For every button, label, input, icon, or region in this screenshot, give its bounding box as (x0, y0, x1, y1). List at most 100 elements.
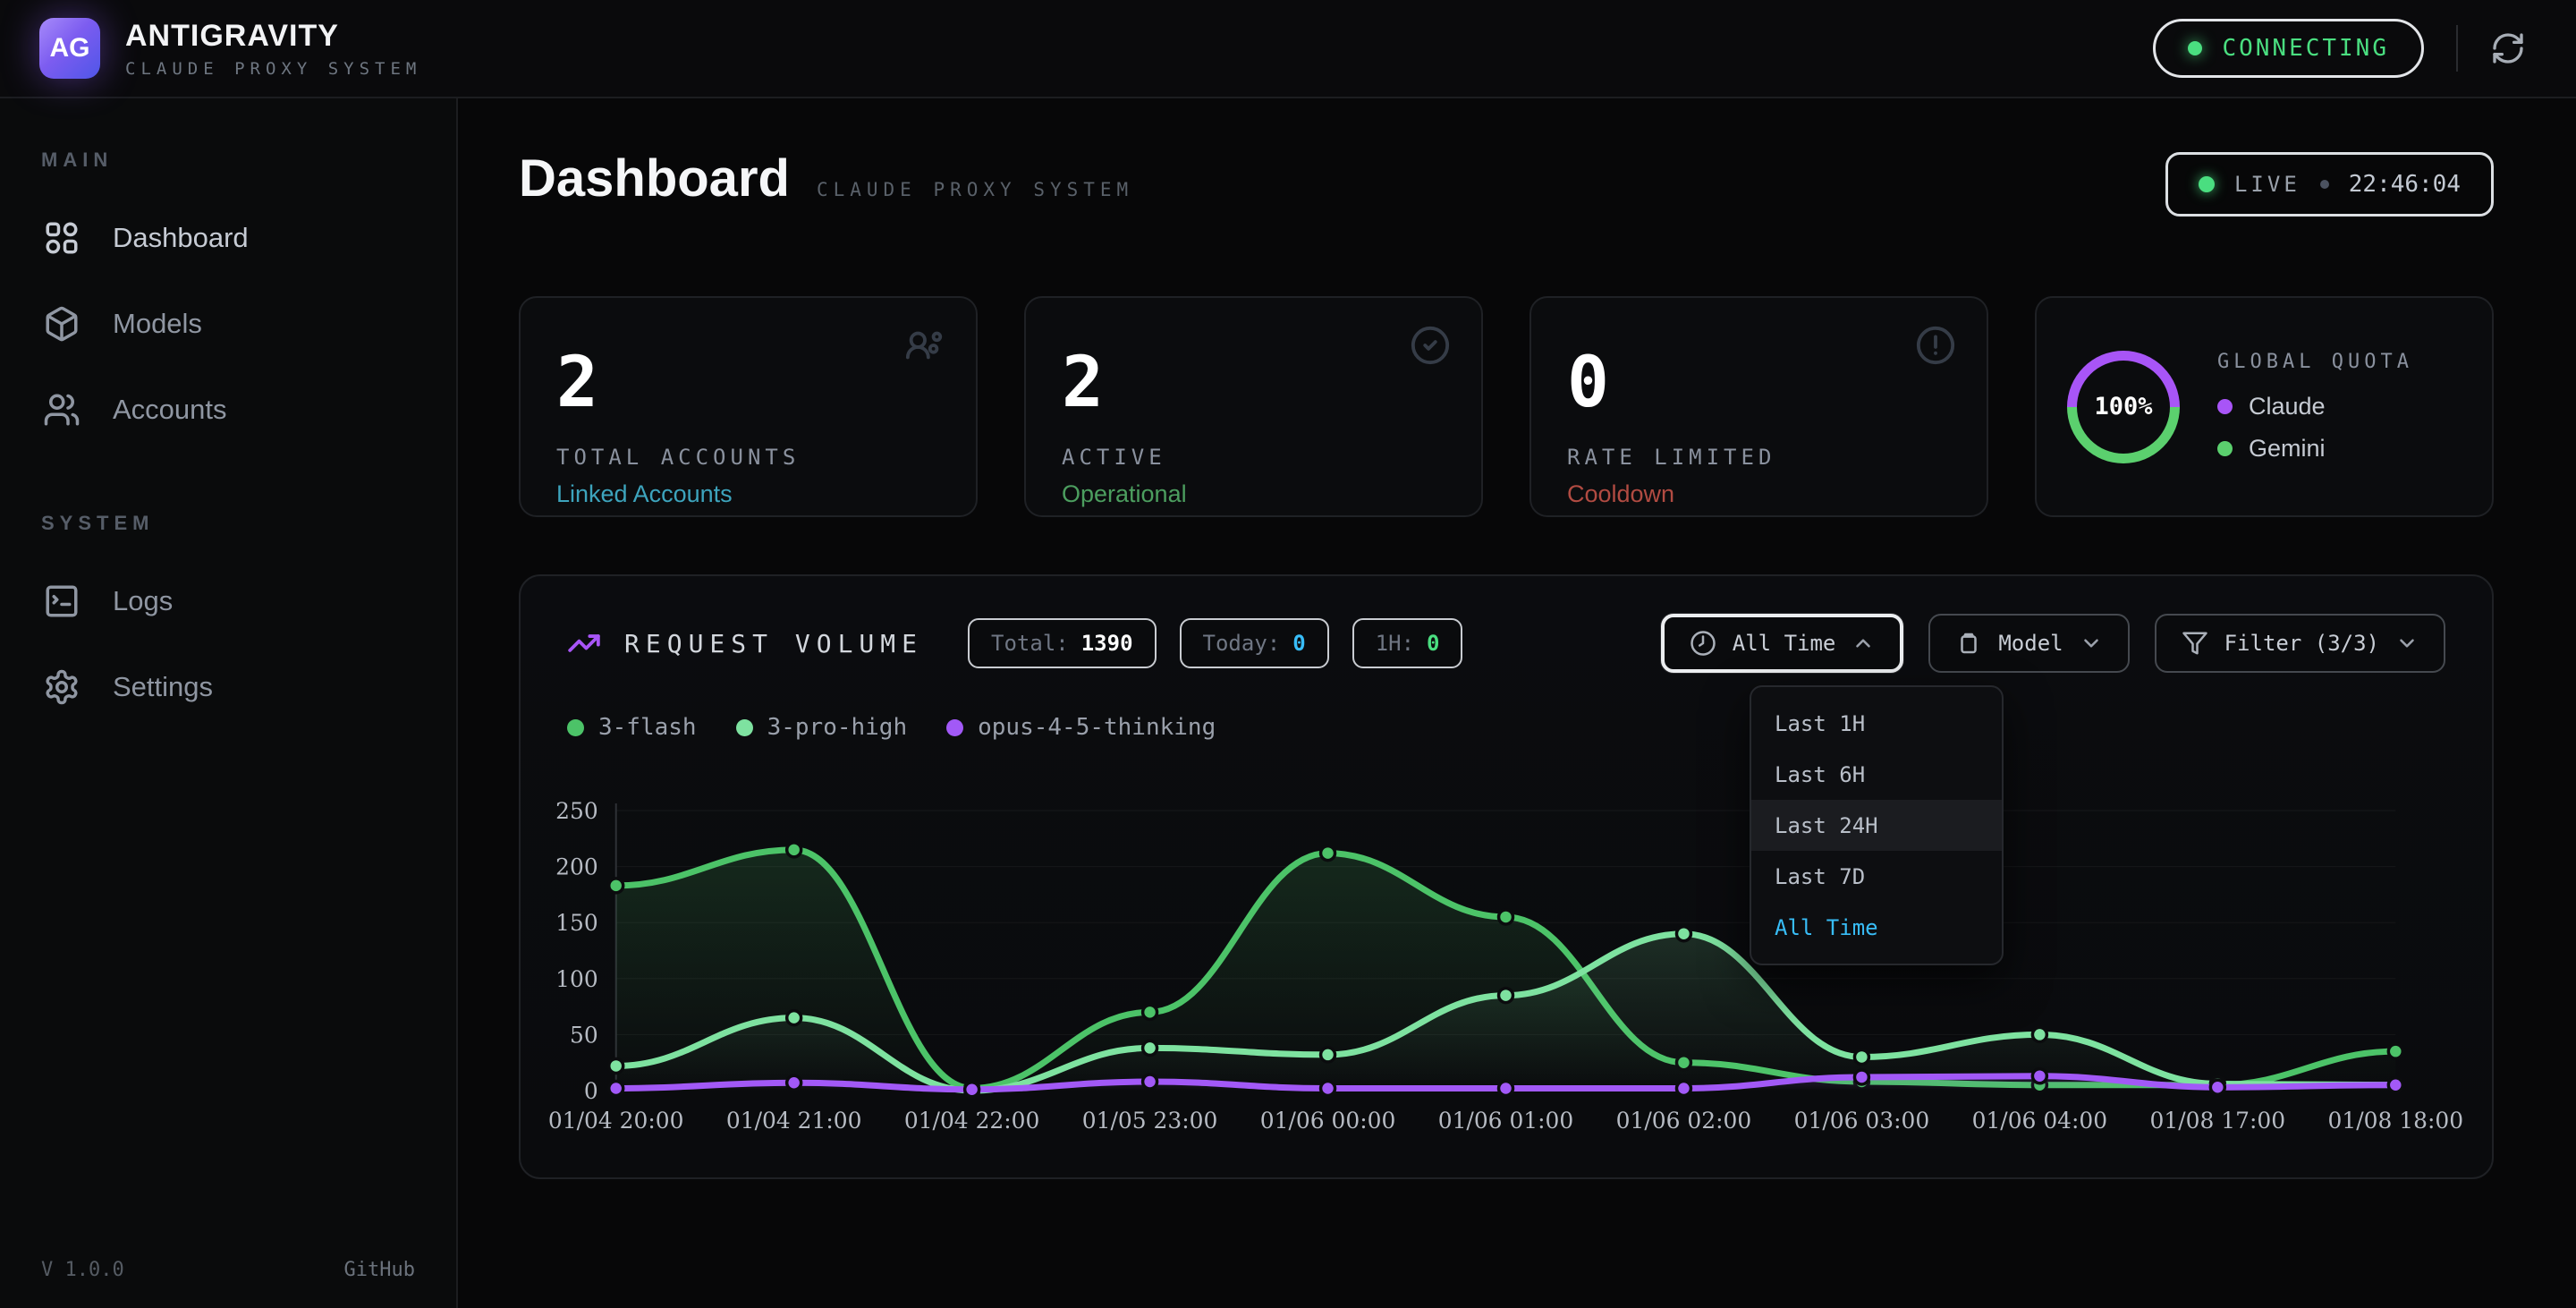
quota-percent: 100% (2094, 393, 2153, 420)
line-chart[interactable]: 0 50 100 150 200 250 01/04 20:00 01/04 21:00 01/… (521, 791, 2492, 1149)
data-point (784, 841, 803, 859)
live-badge: LIVE 22:46:04 (2165, 152, 2494, 217)
sidebar-item-accounts[interactable]: Accounts (0, 367, 456, 453)
time-range-menu: Last 1H Last 6H Last 24H Last 7D All Tim… (1750, 685, 2004, 965)
check-circle-icon (1411, 326, 1450, 365)
stat-sublabel: Linked Accounts (556, 480, 733, 507)
sidebar-item-logs[interactable]: Logs (0, 558, 456, 644)
x-tick-label: 01/06 03:00 (1794, 1108, 1930, 1134)
refresh-icon (2493, 33, 2523, 64)
sidebar-item-label: Models (113, 308, 202, 339)
data-point (2386, 1042, 2405, 1060)
claude-dot-icon (2217, 399, 2233, 414)
quota-legend-gemini: Gemini (2217, 435, 2413, 463)
cube-icon (46, 306, 78, 342)
chart-header: REQUEST VOLUME Total: 1390 Today: 0 1H: (567, 614, 2445, 673)
status-dot-icon (2188, 41, 2203, 55)
chart-title-group: REQUEST VOLUME Total: 1390 Today: 0 1H: (567, 618, 1463, 668)
brand: AG ANTIGRAVITY CLAUDE PROXY SYSTEM (39, 18, 421, 79)
legend-label: opus-4-5-thinking (978, 714, 1216, 741)
sidebar-item-label: Settings (113, 671, 214, 702)
gear-icon (46, 669, 78, 705)
quota-legend-label: Claude (2249, 393, 2326, 420)
menu-item-last-7d[interactable]: Last 7D (1775, 863, 1866, 889)
y-tick-label: 200 (555, 854, 598, 880)
x-tick-label: 01/05 23:00 (1082, 1108, 1218, 1134)
stat-label: TOTAL ACCOUNTS (556, 445, 801, 470)
data-point (1852, 1068, 1871, 1086)
quota-ring-chart: 100% (2067, 350, 2180, 463)
page-subtitle: CLAUDE PROXY SYSTEM (816, 179, 1134, 200)
page-header: Dashboard CLAUDE PROXY SYSTEM LIVE 22:46… (519, 149, 2494, 217)
stats-row: 2 TOTAL ACCOUNTS Linked Accounts 2 ACTIV… (519, 296, 2494, 517)
series-dot-icon (946, 718, 964, 736)
brand-text: ANTIGRAVITY CLAUDE PROXY SYSTEM (125, 19, 421, 79)
series-area (615, 933, 2396, 1091)
x-tick-label: 01/06 01:00 (1438, 1108, 1574, 1134)
data-point (1140, 1003, 1159, 1022)
model-filter-button[interactable]: Model (1928, 614, 2130, 673)
quota-legend-claude: Claude (2217, 393, 2413, 420)
time-range-button[interactable]: All Time (1660, 614, 1904, 673)
data-point (1496, 986, 1515, 1005)
stat-card-total-accounts: 2 TOTAL ACCOUNTS Linked Accounts (519, 296, 978, 517)
stat-sublabel: Cooldown (1567, 480, 1675, 507)
y-tick-label: 50 (570, 1022, 598, 1048)
header-actions: CONNECTING (2153, 19, 2526, 78)
nav-spacer (0, 453, 456, 512)
sidebar-item-models[interactable]: Models (0, 281, 456, 367)
trending-up-icon (568, 634, 600, 652)
connection-status-badge[interactable]: CONNECTING (2153, 19, 2424, 78)
y-tick-label: 0 (584, 1078, 598, 1104)
request-volume-panel: REQUEST VOLUME Total: 1390 Today: 0 1H: (519, 574, 2494, 1179)
x-tick-label: 01/08 18:00 (2328, 1108, 2464, 1134)
users-plus-icon (905, 331, 943, 360)
alert-circle-icon (1916, 326, 1955, 365)
data-point (606, 877, 625, 895)
data-point (606, 1057, 625, 1075)
model-filter-label: Model (1998, 631, 2063, 656)
x-tick-label: 01/04 20:00 (548, 1108, 684, 1134)
y-tick-label: 150 (555, 910, 598, 936)
stat-sublabel: Operational (1062, 480, 1187, 507)
menu-item-last-1h[interactable]: Last 1H (1775, 710, 1866, 736)
dashboard-grid-icon (46, 222, 78, 254)
clock-icon (1690, 631, 1716, 656)
live-label: LIVE (2233, 172, 2301, 197)
menu-item-last-24h[interactable]: Last 24H (1751, 800, 2002, 851)
chevron-down-icon (2083, 639, 2098, 648)
data-point (606, 1079, 625, 1098)
x-tick-label: 01/04 22:00 (904, 1108, 1040, 1134)
menu-item-last-6h[interactable]: Last 6H (1775, 761, 1866, 787)
data-point (1140, 1039, 1159, 1057)
data-point (1496, 908, 1515, 926)
sidebar: MAIN Dashboard Models Accounts SYSTEM (0, 98, 458, 1308)
sidebar-item-settings[interactable]: Settings (0, 644, 456, 730)
today-requests-badge: Today: 0 (1179, 618, 1329, 668)
sidebar-footer: V 1.0.0 GitHub (41, 1259, 415, 1281)
header-divider (2456, 25, 2458, 72)
app-subtitle: CLAUDE PROXY SYSTEM (125, 58, 422, 79)
sidebar-item-dashboard[interactable]: Dashboard (0, 195, 456, 281)
refresh-button[interactable] (2490, 30, 2526, 66)
filter-button[interactable]: Filter (3/3) (2154, 614, 2445, 673)
stat-value: 0 (1567, 343, 1609, 423)
chevron-up-icon (1856, 639, 1871, 648)
stat-card-rate-limited: 0 RATE LIMITED Cooldown (1530, 296, 1988, 517)
version-label: V 1.0.0 (41, 1259, 124, 1281)
legend-item-3-flash: 3-flash (567, 714, 697, 741)
separator-dot-icon (2319, 180, 2329, 189)
live-dot-icon (2198, 176, 2215, 192)
sidebar-item-label: Logs (113, 585, 174, 616)
data-point (1674, 1079, 1693, 1098)
chart-controls: All Time Model Filter (3 (1660, 614, 2445, 673)
data-point (1674, 924, 1693, 943)
nav-section-main: MAIN (41, 149, 114, 171)
line-chart-svg: 0 50 100 150 200 250 01/04 20:00 01/04 21:00 01/… (548, 798, 2464, 1134)
quota-legend: GLOBAL QUOTA Claude Gemini (2217, 351, 2413, 463)
data-point (2030, 1025, 2049, 1044)
github-link[interactable]: GitHub (343, 1259, 415, 1281)
data-point (784, 1074, 803, 1091)
menu-item-all-time[interactable]: All Time (1775, 914, 1878, 940)
